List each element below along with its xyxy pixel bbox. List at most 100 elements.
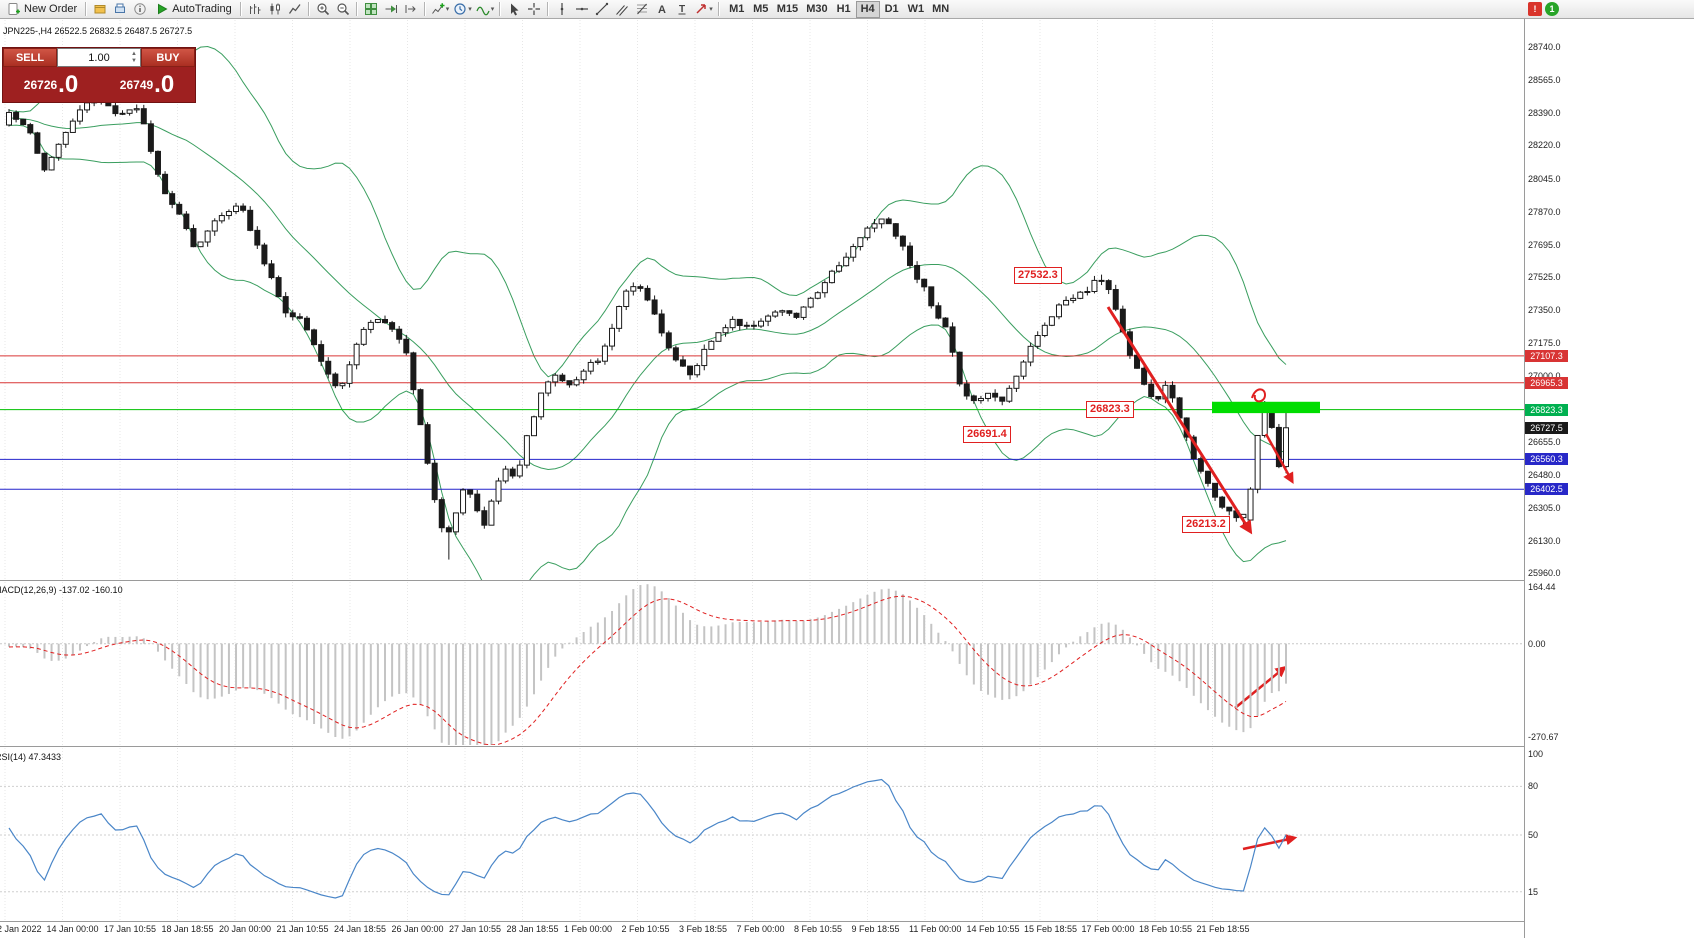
toolbar-separator: [717, 2, 720, 16]
trend-arrow[interactable]: [1106, 306, 1253, 535]
zoom-in-button[interactable]: [313, 0, 333, 18]
trend-arrow[interactable]: [1242, 834, 1298, 851]
bollinger-bands: [8, 46, 1287, 580]
macd-axis-label: -270.67: [1528, 732, 1559, 742]
new-chart-icon: [431, 2, 445, 16]
timeframe-button-m15[interactable]: M15: [773, 1, 802, 18]
new-chart-button[interactable]: ▾: [429, 0, 452, 18]
tile-windows-button[interactable]: [361, 0, 381, 18]
timeframe-button-m5[interactable]: M5: [749, 1, 773, 18]
volume-field[interactable]: 1.00 ▲ ▼: [57, 48, 141, 67]
chart-shift-button[interactable]: [401, 0, 421, 18]
info-button[interactable]: [130, 0, 150, 18]
news-count-badge[interactable]: 1: [1545, 2, 1559, 16]
time-axis-label: 17 Feb 00:00: [1081, 924, 1135, 934]
chart-shift-icon: [404, 2, 418, 16]
time-axis-label: 18 Jan 18:55: [161, 924, 214, 934]
auto-scroll-button[interactable]: [381, 0, 401, 18]
sell-price[interactable]: 26726.0: [23, 70, 79, 98]
time-axis-label: 24 Jan 18:55: [334, 924, 387, 934]
time-axis-label: 26 Jan 00:00: [391, 924, 444, 934]
clock-icon: [453, 2, 467, 16]
time-axis-label: 9 Feb 18:55: [851, 924, 900, 934]
svg-text:T: T: [679, 4, 685, 15]
vertical-line-button[interactable]: [552, 0, 572, 18]
crosshair-button[interactable]: [524, 0, 544, 18]
timeframe-button-mn[interactable]: MN: [928, 1, 953, 18]
toolbar-separator: [239, 2, 242, 16]
line-chart-button[interactable]: [285, 0, 305, 18]
text-icon: A: [655, 2, 669, 16]
scribble-mark[interactable]: [1251, 388, 1267, 403]
price-annotation[interactable]: 27532.3: [1014, 266, 1062, 284]
price-tag: 27107.3: [1525, 349, 1568, 362]
candlestick-chart-icon: [268, 2, 282, 16]
print-button[interactable]: [110, 0, 130, 18]
time-axis-label: 28 Jan 18:55: [506, 924, 559, 934]
text-button[interactable]: A: [652, 0, 672, 18]
price-annotation[interactable]: 26213.2: [1182, 516, 1230, 534]
period-button[interactable]: ▾: [451, 0, 474, 18]
time-axis-label: 20 Jan 00:00: [219, 924, 272, 934]
timeframe-toolbar: M1 M5 M15 M30 H1 H4 D1 W1 MN: [725, 0, 953, 18]
sell-button[interactable]: SELL: [3, 48, 57, 67]
autotrading-button[interactable]: AutoTrading: [150, 0, 237, 18]
documents-button[interactable]: [90, 0, 110, 18]
toolbar-separator: [307, 2, 310, 16]
arrows-tool-button[interactable]: ▾: [692, 0, 715, 18]
timeframe-button-m30[interactable]: M30: [802, 1, 831, 18]
crosshair-icon: [527, 2, 541, 16]
new-order-label: New Order: [24, 3, 78, 15]
price-axis-label: 27695.0: [1528, 239, 1561, 250]
time-axis-label: 21 Feb 18:55: [1196, 924, 1250, 934]
cursor-button[interactable]: [504, 0, 524, 18]
volume-up-button[interactable]: ▲: [131, 50, 137, 57]
time-axis-label: 12 Jan 2022: [0, 924, 42, 934]
price-axis-label: 26130.0: [1528, 535, 1561, 546]
timeframe-button-w1[interactable]: W1: [904, 1, 929, 18]
label-icon: T: [675, 2, 689, 16]
volume-down-button[interactable]: ▼: [131, 57, 137, 64]
zoom-in-icon: [316, 2, 330, 16]
rsi-axis-label: 50: [1528, 830, 1539, 840]
timeframe-button-d1[interactable]: D1: [880, 1, 904, 18]
panel-separator[interactable]: [0, 746, 1524, 747]
zoom-out-button[interactable]: [333, 0, 353, 18]
chart-canvas[interactable]: [0, 0, 1570, 940]
time-axis-label: 7 Feb 00:00: [736, 924, 785, 934]
candlestick-chart-button[interactable]: [265, 0, 285, 18]
alert-icon[interactable]: !: [1528, 2, 1542, 16]
fibonacci-button[interactable]: [632, 0, 652, 18]
trend-arrow[interactable]: [1234, 665, 1287, 709]
trendline-button[interactable]: [592, 0, 612, 18]
supply-zone-rect[interactable]: [1212, 401, 1320, 414]
timeframe-button-h1[interactable]: H1: [832, 1, 856, 18]
buy-button[interactable]: BUY: [141, 48, 195, 67]
price-axis-label: 28390.0: [1528, 108, 1561, 119]
macd-panel: [0, 584, 1524, 745]
horizontal-line-icon: [575, 2, 589, 16]
indicators-button[interactable]: ▾: [474, 0, 497, 18]
price-axis-label: 28220.0: [1528, 140, 1561, 151]
price-annotation[interactable]: 26823.3: [1086, 400, 1134, 418]
label-button[interactable]: T: [672, 0, 692, 18]
time-axis-label: 18 Feb 10:55: [1139, 924, 1193, 934]
bar-chart-button[interactable]: [245, 0, 265, 18]
panel-separator[interactable]: [0, 580, 1524, 581]
trend-arrow[interactable]: [1264, 433, 1294, 484]
macd-indicator-label: MACD(12,26,9) -137.02 -160.10: [0, 585, 123, 595]
timeframe-button-m1[interactable]: M1: [725, 1, 749, 18]
buy-price[interactable]: 26749.0: [119, 70, 175, 98]
price-annotation[interactable]: 26691.4: [963, 425, 1011, 443]
chevron-down-icon: ▾: [445, 6, 450, 13]
documents-icon: [93, 2, 107, 16]
timeframe-button-h4[interactable]: H4: [855, 0, 880, 18]
volume-value: 1.00: [88, 51, 110, 64]
macd-axis-label: 164.44: [1528, 582, 1556, 592]
horizontal-line-button[interactable]: [572, 0, 592, 18]
channel-button[interactable]: [612, 0, 632, 18]
candlestick-series: [6, 93, 1289, 560]
new-order-button[interactable]: New Order: [2, 0, 82, 18]
price-axis-label: 27000.0: [1528, 371, 1561, 381]
